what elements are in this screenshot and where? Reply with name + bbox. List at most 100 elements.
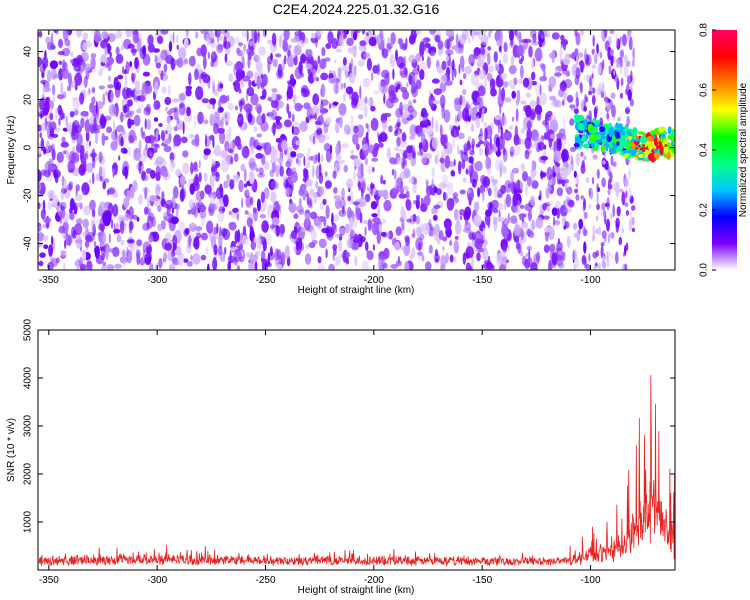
spectrogram-noise-speckle <box>545 112 548 124</box>
spectrogram-noise-speckle <box>81 182 90 196</box>
spectrogram-noise-speckle <box>334 233 342 238</box>
spectrogram-noise-speckle <box>559 204 568 217</box>
spectrogram-noise-speckle <box>339 227 346 235</box>
spectrogram-noise-speckle <box>257 173 265 178</box>
spectrogram-noise-speckle <box>237 116 242 122</box>
spectrogram-noise-speckle <box>510 170 515 183</box>
spectrogram-noise-speckle <box>317 217 322 230</box>
spectrogram-noise-speckle <box>128 135 135 144</box>
spectrogram-noise-speckle <box>124 165 128 180</box>
spectrogram-noise-speckle <box>537 141 545 151</box>
spectrogram-noise-speckle <box>536 96 540 108</box>
spectrogram-noise-speckle <box>433 88 442 95</box>
spectrogram-noise-speckle <box>237 113 244 127</box>
spectrogram-noise-speckle <box>74 72 83 86</box>
spectrogram-noise-speckle <box>468 232 473 240</box>
spectrogram-noise-speckle <box>49 112 54 121</box>
spectrogram-noise-speckle <box>583 101 586 109</box>
spectrogram-noise-speckle <box>583 228 588 237</box>
spectrogram-noise-speckle <box>253 30 258 44</box>
spectrogram-noise-speckle <box>211 51 216 59</box>
spectrogram-noise-speckle <box>85 162 94 173</box>
spectrogram-noise-speckle <box>358 45 366 51</box>
spectrogram-noise-speckle <box>619 58 623 68</box>
spectrogram-noise-speckle <box>164 96 172 106</box>
spectrogram-noise-speckle <box>83 75 88 88</box>
spectrogram-noise-speckle <box>468 164 474 178</box>
spectrogram-noise-speckle <box>440 149 447 157</box>
spectrogram-noise-speckle <box>449 62 454 68</box>
x-tick-label: -300 <box>147 575 167 586</box>
spectrogram-noise-speckle <box>408 177 414 184</box>
spectrogram-noise-speckle <box>160 49 168 61</box>
spectrogram-noise-speckle <box>532 33 537 44</box>
spectrogram-noise-speckle <box>359 212 363 224</box>
spectrogram-noise-speckle <box>434 34 441 43</box>
spectrogram-noise-speckle <box>454 235 459 240</box>
spectrogram-noise-speckle <box>526 229 534 236</box>
spectrogram-noise-speckle <box>242 235 249 246</box>
spectrogram-noise-speckle <box>212 150 220 155</box>
spectrogram-noise-speckle <box>513 77 518 86</box>
spectrogram-noise-speckle <box>45 121 51 126</box>
spectrogram-noise-speckle <box>293 245 297 254</box>
spectrogram-noise-speckle <box>512 167 520 174</box>
spectrogram-noise-speckle <box>416 227 423 238</box>
spectrogram-noise-speckle <box>80 110 89 117</box>
signal-peak-cell <box>657 145 661 149</box>
spectrogram-noise-speckle <box>200 30 209 35</box>
spectrogram-noise-speckle <box>521 216 524 223</box>
spectrogram-noise-speckle <box>190 221 195 228</box>
spectrogram-noise-speckle <box>335 143 340 157</box>
spectrogram-noise-speckle <box>294 222 301 233</box>
spectrogram-noise-speckle <box>61 47 70 57</box>
spectrogram-noise-speckle <box>487 72 493 82</box>
spectrogram-noise-speckle <box>589 74 592 88</box>
spectrogram-noise-speckle <box>574 75 580 86</box>
spectrogram-noise-speckle <box>135 135 138 141</box>
spectrogram-noise-speckle <box>315 153 319 162</box>
spectrogram-noise-speckle <box>367 186 370 192</box>
spectrogram-noise-speckle <box>581 160 585 168</box>
spectrogram-noise-speckle <box>535 216 543 229</box>
spectrogram-noise-speckle <box>458 110 462 120</box>
spectrogram-noise-speckle <box>483 128 486 143</box>
spectrogram-noise-speckle <box>538 195 541 200</box>
spectrogram-noise-speckle <box>51 148 56 161</box>
spectrogram-noise-speckle <box>68 72 72 87</box>
spectrogram-noise-speckle <box>340 64 347 71</box>
spectrogram-noise-speckle <box>173 59 182 65</box>
spectrogram-noise-speckle <box>481 107 485 114</box>
spectrogram-noise-speckle <box>485 142 494 155</box>
spectrogram-noise-speckle <box>283 174 286 187</box>
spectrogram-noise-speckle <box>200 254 207 261</box>
spectrogram-noise-speckle <box>222 111 231 122</box>
spectrogram-noise-speckle <box>497 189 504 198</box>
spectrogram-noise-speckle <box>581 254 587 265</box>
spectrogram-noise-speckle <box>90 218 96 233</box>
spectrogram-noise-speckle <box>169 107 177 113</box>
spectrogram-noise-speckle <box>163 145 172 153</box>
spectrogram-noise-speckle <box>194 68 199 81</box>
spectrogram-noise-speckle <box>513 224 522 236</box>
spectrogram-noise-speckle <box>554 219 561 226</box>
spectrogram-noise-speckle <box>58 38 63 49</box>
spectrogram-noise-speckle <box>309 187 315 197</box>
spectrogram-noise-speckle <box>546 201 554 206</box>
spectrogram-noise-speckle <box>338 159 346 164</box>
spectrogram-noise-speckle <box>200 232 208 241</box>
spectrogram-noise-speckle <box>111 130 118 141</box>
spectrogram-noise-speckle <box>418 142 423 149</box>
spectrogram-noise-speckle <box>125 30 133 38</box>
spectrogram-noise-speckle <box>255 145 263 150</box>
spectrogram-noise-speckle <box>99 113 105 123</box>
spectrogram-noise-speckle <box>89 140 92 147</box>
spectrogram-noise-speckle <box>396 121 401 127</box>
spectrogram-noise-speckle <box>352 215 358 229</box>
spectrogram-noise-speckle <box>298 209 305 215</box>
spectrogram-noise-speckle <box>406 145 414 154</box>
spectrogram-noise-speckle <box>609 30 615 35</box>
spectrogram-noise-speckle <box>556 241 563 251</box>
spectrogram-noise-speckle <box>184 114 192 123</box>
spectrogram-noise-speckle <box>578 218 584 230</box>
